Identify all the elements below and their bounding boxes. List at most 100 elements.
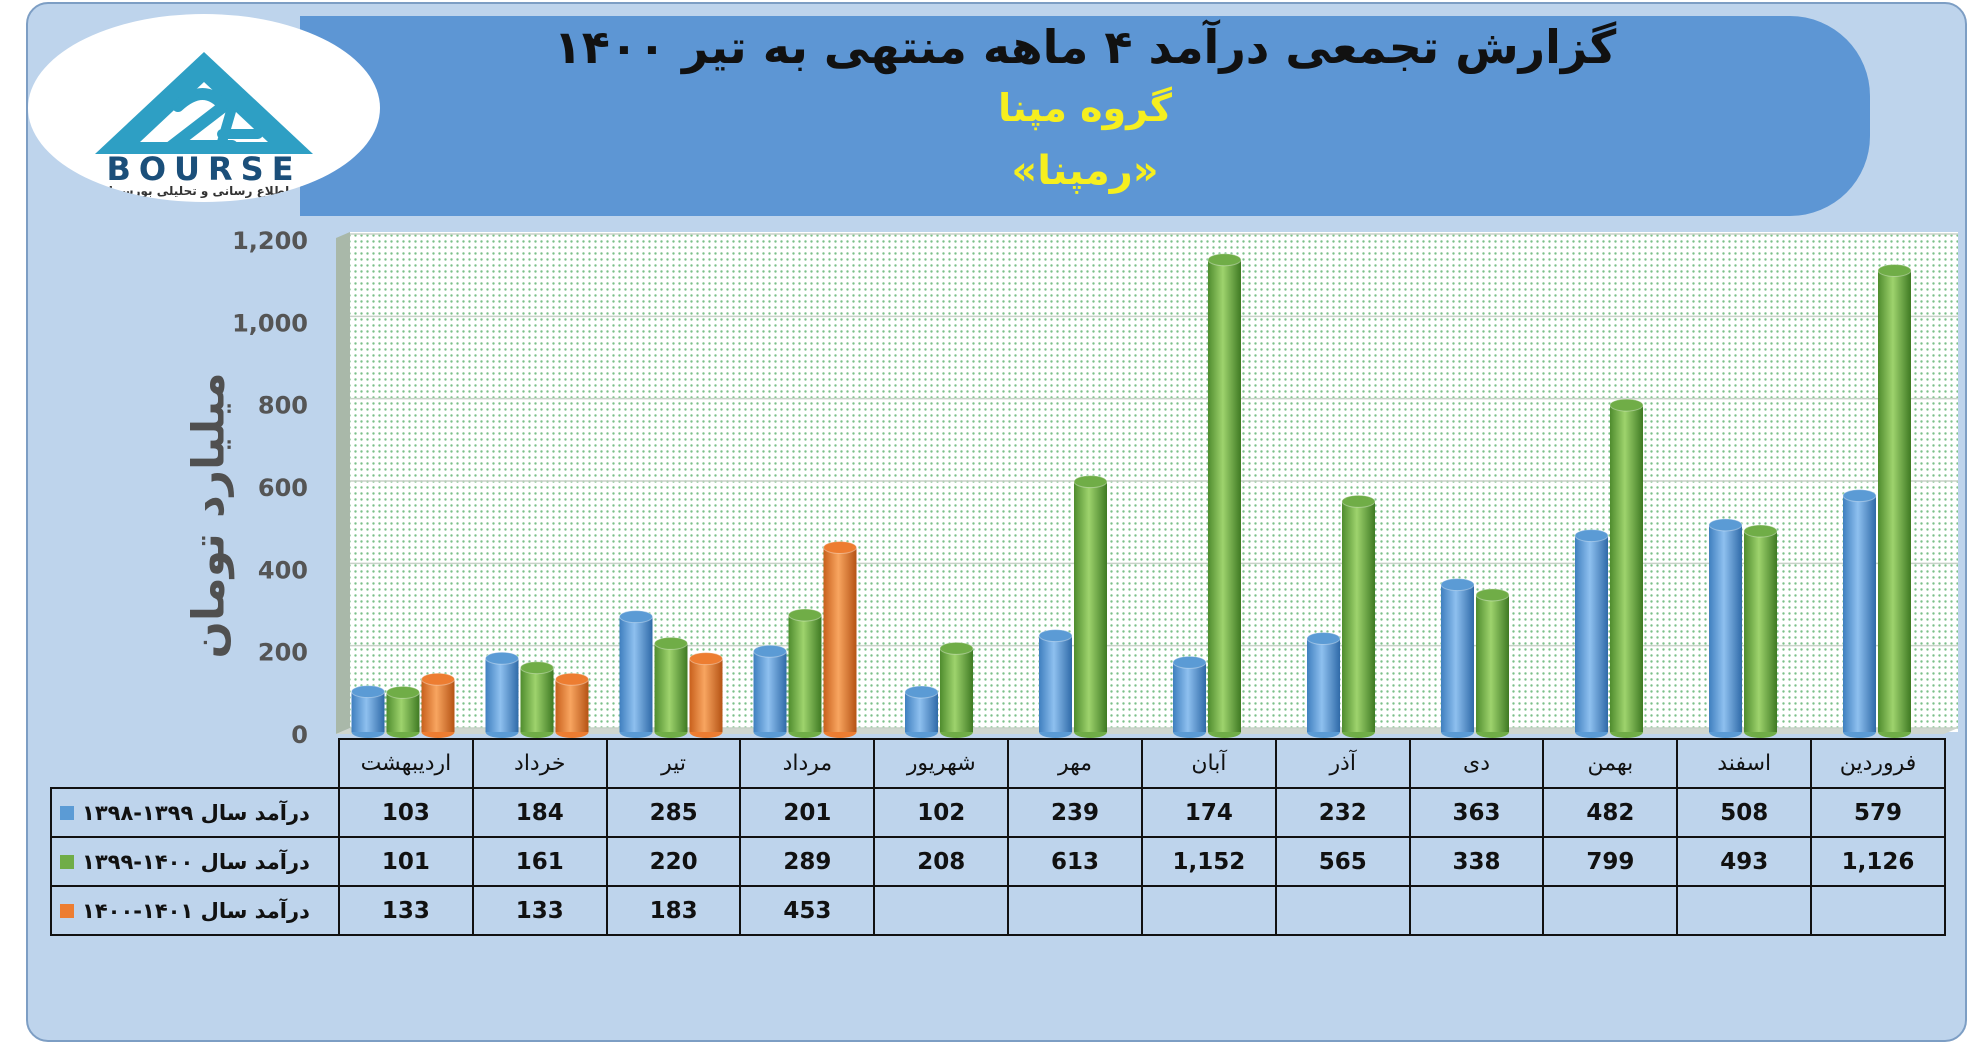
- legend-entry: درآمد سال ۱۴۰۰-۱۳۹۹: [50, 836, 340, 887]
- category-label: اردیبهشت: [338, 738, 474, 789]
- y-tick-label: 600: [258, 474, 308, 502]
- data-value-cell: 453: [739, 885, 876, 936]
- bar-2-4: [788, 608, 822, 738]
- data-value-cell: 1,152: [1140, 836, 1277, 887]
- bar-1-5: [904, 685, 939, 738]
- category-label: آذر: [1274, 738, 1411, 789]
- bar-1-1: [351, 685, 385, 738]
- data-value-cell: 183: [605, 885, 742, 936]
- data-value-cell: 184: [471, 787, 608, 838]
- data-value-cell: 220: [605, 836, 742, 887]
- category-label: مهر: [1007, 738, 1143, 789]
- plot-side-wall: [336, 232, 350, 734]
- category-label: خرداد: [471, 738, 608, 789]
- data-value-cell: 799: [1542, 836, 1679, 887]
- bar-3-4: [823, 541, 857, 738]
- category-label: دی: [1408, 738, 1545, 789]
- data-value-cell: [1140, 885, 1277, 936]
- bar-1-11: [1708, 518, 1743, 738]
- data-value-cell: 102: [873, 787, 1010, 838]
- table-corner: [51, 739, 340, 789]
- data-value-cell: 133: [338, 885, 474, 936]
- bar-1-3: [619, 610, 653, 738]
- bourse24-logo: BOURSE پایگاه اطلاع رسانی و تحلیلی بورس …: [28, 14, 380, 202]
- data-value-cell: 133: [471, 885, 608, 936]
- plot-floor: [336, 728, 1958, 734]
- title-banner: [300, 16, 1870, 216]
- data-value-cell: [1408, 885, 1545, 936]
- data-value-cell: 508: [1676, 787, 1813, 838]
- bar-1-12: [1842, 489, 1877, 738]
- data-value-cell: [873, 885, 1010, 936]
- data-value-cell: 493: [1676, 836, 1813, 887]
- bar-3-2: [555, 672, 589, 738]
- gridlines: [350, 233, 1958, 729]
- bar-1-4: [753, 644, 787, 738]
- legend-label: درآمد سال ۱۴۰۰-۱۳۹۹: [82, 850, 310, 874]
- table-row: درآمد سال ۱۴۰۰-۱۳۹۹ 101 161 220 289 208 613 1,1…: [50, 836, 1946, 887]
- data-value-cell: 1,126: [1810, 836, 1946, 887]
- category-label: اسفند: [1676, 738, 1813, 789]
- category-label: بهمن: [1542, 738, 1679, 789]
- y-tick-label: 400: [258, 556, 308, 584]
- bars: [351, 253, 1912, 738]
- data-value-cell: [1676, 885, 1813, 936]
- data-value-cell: [1542, 885, 1679, 936]
- bourse24-logo-mark: BOURSE: [95, 52, 313, 188]
- data-value-cell: 201: [739, 787, 876, 838]
- logo-tagline: پایگاه اطلاع رسانی و تحلیلی بورس ایران: [82, 184, 326, 198]
- bar-3-3: [689, 652, 723, 738]
- plot-area: [350, 232, 1958, 732]
- bar-2-9: [1475, 588, 1510, 738]
- bar-1-6: [1038, 629, 1073, 738]
- legend-label: درآمد سال ۱۴۰۱-۱۴۰۰: [82, 899, 310, 923]
- data-value-cell: 101: [338, 836, 474, 887]
- data-value-cell: 161: [471, 836, 608, 887]
- bar-2-2: [520, 661, 554, 738]
- company-name: گروه مپنا: [998, 86, 1172, 130]
- bar-1-7: [1172, 655, 1207, 738]
- bar-2-6: [1073, 475, 1108, 738]
- category-label: آبان: [1140, 738, 1277, 789]
- ticker-symbol: «رمپنا»: [1011, 148, 1159, 194]
- data-value-cell: 174: [1140, 787, 1277, 838]
- y-tick-label: 1,200: [232, 227, 308, 255]
- bar-1-9: [1440, 578, 1475, 738]
- data-value-cell: 579: [1810, 787, 1946, 838]
- chart-title: گزارش تجمعی درآمد ۴ ماهه منتهی به تیر ۱۴…: [553, 20, 1617, 74]
- bar-2-8: [1341, 494, 1376, 738]
- y-tick-label: 200: [258, 639, 308, 667]
- bar-2-5: [939, 641, 974, 738]
- data-value-cell: 285: [605, 787, 742, 838]
- bar-2-11: [1743, 524, 1778, 738]
- data-value-cell: 482: [1542, 787, 1679, 838]
- y-tick-label: 800: [258, 392, 308, 420]
- data-value-cell: 363: [1408, 787, 1545, 838]
- table-row: درآمد سال ۱۳۹۹-۱۳۹۸ 103 184 285 201 102 239 174…: [50, 787, 1946, 838]
- legend-entry: درآمد سال ۱۳۹۹-۱۳۹۸: [50, 787, 340, 838]
- data-value-cell: [1007, 885, 1143, 936]
- data-value-cell: 103: [338, 787, 474, 838]
- bar-2-12: [1877, 263, 1912, 738]
- bar-2-7: [1207, 253, 1242, 738]
- category-label: مرداد: [739, 738, 876, 789]
- data-value-cell: 338: [1408, 836, 1545, 887]
- data-value-cell: 232: [1274, 787, 1411, 838]
- category-label: شهریور: [873, 738, 1010, 789]
- category-label: تیر: [605, 738, 742, 789]
- category-label: فروردین: [1810, 738, 1946, 789]
- data-value-cell: [1810, 885, 1946, 936]
- data-value-cell: 208: [873, 836, 1010, 887]
- data-table: اردیبهشت خرداد تیر مرداد شهریور مهر آبان آذر دی ب…: [50, 738, 1946, 936]
- legend-swatch: [60, 855, 74, 869]
- bar-2-10: [1609, 398, 1644, 738]
- bar-1-10: [1574, 529, 1609, 738]
- bar-1-2: [485, 651, 519, 738]
- y-tick-label: 1,000: [232, 309, 308, 337]
- bar-2-1: [386, 685, 420, 738]
- data-value-cell: [1274, 885, 1411, 936]
- bar-1-8: [1306, 631, 1341, 738]
- legend-swatch: [60, 904, 74, 918]
